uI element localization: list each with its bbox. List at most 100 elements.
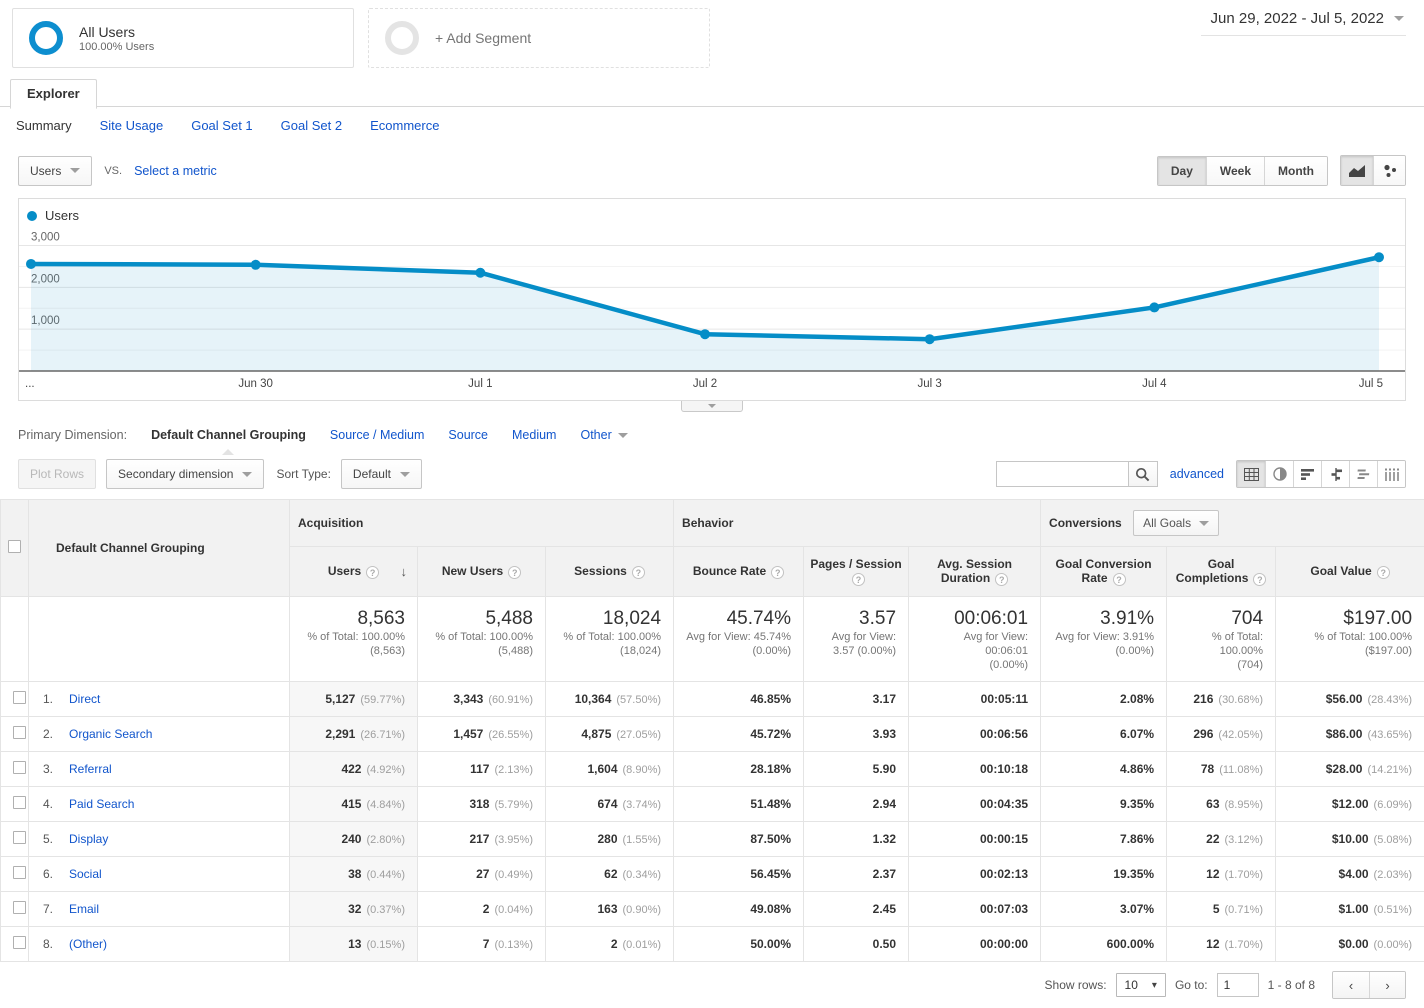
goto-page-input[interactable]: [1217, 973, 1259, 997]
channel-cell: 2.Organic Search: [29, 717, 290, 752]
add-segment-label: + Add Segment: [435, 30, 531, 46]
row-checkbox[interactable]: [13, 761, 26, 774]
performance-view-icon[interactable]: [1293, 461, 1321, 487]
all-goals-dropdown[interactable]: All Goals: [1133, 510, 1219, 536]
comparison-view-icon[interactable]: [1321, 461, 1349, 487]
row-checkbox[interactable]: [13, 866, 26, 879]
show-rows-select[interactable]: 10 ▾: [1116, 973, 1166, 997]
table-cell: 163(0.90%): [546, 892, 674, 927]
add-segment-button[interactable]: + Add Segment: [368, 8, 710, 68]
total-cell: 704% of Total: 100.00%(704): [1167, 597, 1276, 682]
row-checkbox[interactable]: [13, 901, 26, 914]
term-cloud-view-icon[interactable]: [1349, 461, 1377, 487]
chevron-down-icon: [618, 433, 628, 438]
channel-link[interactable]: Organic Search: [69, 727, 152, 741]
column-header-users[interactable]: Users?↓: [290, 547, 418, 597]
row-checkbox[interactable]: [13, 691, 26, 704]
channel-link[interactable]: Display: [69, 832, 108, 846]
granularity-day[interactable]: Day: [1158, 157, 1206, 185]
help-icon[interactable]: ?: [366, 566, 379, 579]
channel-link[interactable]: (Other): [69, 937, 107, 951]
date-range-selector[interactable]: Jun 29, 2022 - Jul 5, 2022: [1201, 8, 1406, 36]
annotations-toggle[interactable]: [681, 401, 743, 412]
search-input[interactable]: [996, 461, 1128, 487]
row-checkbox[interactable]: [13, 796, 26, 809]
sort-type-dropdown[interactable]: Default: [341, 459, 422, 489]
help-icon[interactable]: ?: [632, 566, 645, 579]
table-cell: $4.00(2.03%): [1276, 857, 1424, 892]
table-cell: 2,291(26.71%): [290, 717, 418, 752]
help-icon[interactable]: ?: [771, 566, 784, 579]
select-metric-link[interactable]: Select a metric: [134, 164, 217, 178]
column-header-goal-conversion-rate[interactable]: Goal Conversion Rate?: [1041, 547, 1167, 597]
help-icon[interactable]: ?: [1253, 573, 1266, 586]
motion-chart-icon[interactable]: [1373, 156, 1405, 185]
help-icon[interactable]: ?: [508, 566, 521, 579]
table-cell: $12.00(6.09%): [1276, 787, 1424, 822]
table-cell: 00:00:15: [909, 822, 1041, 857]
table-cell: 45.72%: [674, 717, 804, 752]
granularity-month[interactable]: Month: [1264, 157, 1327, 185]
row-checkbox[interactable]: [13, 726, 26, 739]
dimension-source[interactable]: Source: [448, 428, 488, 442]
help-icon[interactable]: ?: [1377, 566, 1390, 579]
column-header-goal-completions[interactable]: Goal Completions?: [1167, 547, 1276, 597]
column-header-new-users[interactable]: New Users?: [418, 547, 546, 597]
column-header-bounce-rate[interactable]: Bounce Rate?: [674, 547, 804, 597]
sort-descending-icon: ↓: [401, 564, 408, 579]
prev-page-button[interactable]: ‹: [1333, 972, 1369, 998]
dimension-source-medium[interactable]: Source / Medium: [330, 428, 424, 442]
help-icon[interactable]: ?: [852, 573, 865, 586]
column-header-avg-session-duration[interactable]: Avg. Session Duration?: [909, 547, 1041, 597]
channel-link[interactable]: Direct: [69, 692, 100, 706]
advanced-search-link[interactable]: advanced: [1170, 467, 1224, 481]
line-chart-icon[interactable]: [1341, 156, 1373, 185]
channel-link[interactable]: Paid Search: [69, 797, 134, 811]
dimension-column-header[interactable]: Default Channel Grouping: [29, 500, 290, 597]
row-checkbox[interactable]: [13, 936, 26, 949]
subtab-site-usage[interactable]: Site Usage: [100, 118, 164, 133]
svg-text:Jul 2: Jul 2: [693, 378, 717, 390]
row-checkbox[interactable]: [13, 831, 26, 844]
channel-link[interactable]: Referral: [69, 762, 112, 776]
table-cell: $28.00(14.21%): [1276, 752, 1424, 787]
dimension-other-dropdown[interactable]: Other: [580, 428, 627, 442]
subtab-goal-set-1[interactable]: Goal Set 1: [191, 118, 252, 133]
plot-rows-button[interactable]: Plot Rows: [18, 459, 96, 489]
percentage-view-icon[interactable]: [1265, 461, 1293, 487]
help-icon[interactable]: ?: [995, 573, 1008, 586]
dimension-default-channel-grouping[interactable]: Default Channel Grouping: [151, 428, 306, 442]
subtab-ecommerce[interactable]: Ecommerce: [370, 118, 439, 133]
dimension-medium[interactable]: Medium: [512, 428, 556, 442]
column-header-sessions[interactable]: Sessions?: [546, 547, 674, 597]
next-page-button[interactable]: ›: [1369, 972, 1405, 998]
table-cell: 13(0.15%): [290, 927, 418, 962]
total-cell: 5,488% of Total: 100.00%(5,488): [418, 597, 546, 682]
table-cell: 216(30.68%): [1167, 682, 1276, 717]
tab-explorer[interactable]: Explorer: [10, 79, 97, 109]
search-button[interactable]: [1128, 461, 1158, 487]
column-header-goal-value[interactable]: Goal Value?: [1276, 547, 1424, 597]
table-cell: 00:04:35: [909, 787, 1041, 822]
secondary-dimension-dropdown[interactable]: Secondary dimension: [106, 459, 264, 489]
pivot-view-icon[interactable]: [1377, 461, 1405, 487]
metric-dropdown[interactable]: Users: [18, 156, 92, 186]
table-view-icon[interactable]: [1237, 461, 1265, 487]
group-header-behavior: Behavior: [674, 500, 1041, 547]
channel-link[interactable]: Social: [69, 867, 102, 881]
granularity-week[interactable]: Week: [1206, 157, 1264, 185]
segment-ring-icon: [29, 21, 63, 55]
channel-link[interactable]: Email: [69, 902, 99, 916]
table-cell: 5.90: [804, 752, 909, 787]
subtab-goal-set-2[interactable]: Goal Set 2: [281, 118, 342, 133]
table-cell: 78(11.08%): [1167, 752, 1276, 787]
chart-legend: Users: [19, 199, 1405, 225]
segment-all-users[interactable]: All Users 100.00% Users: [12, 8, 354, 68]
column-header-pages-session[interactable]: Pages / Session?: [804, 547, 909, 597]
help-icon[interactable]: ?: [1113, 573, 1126, 586]
subtab-summary[interactable]: Summary: [16, 118, 72, 133]
select-all-checkbox[interactable]: [8, 540, 21, 553]
